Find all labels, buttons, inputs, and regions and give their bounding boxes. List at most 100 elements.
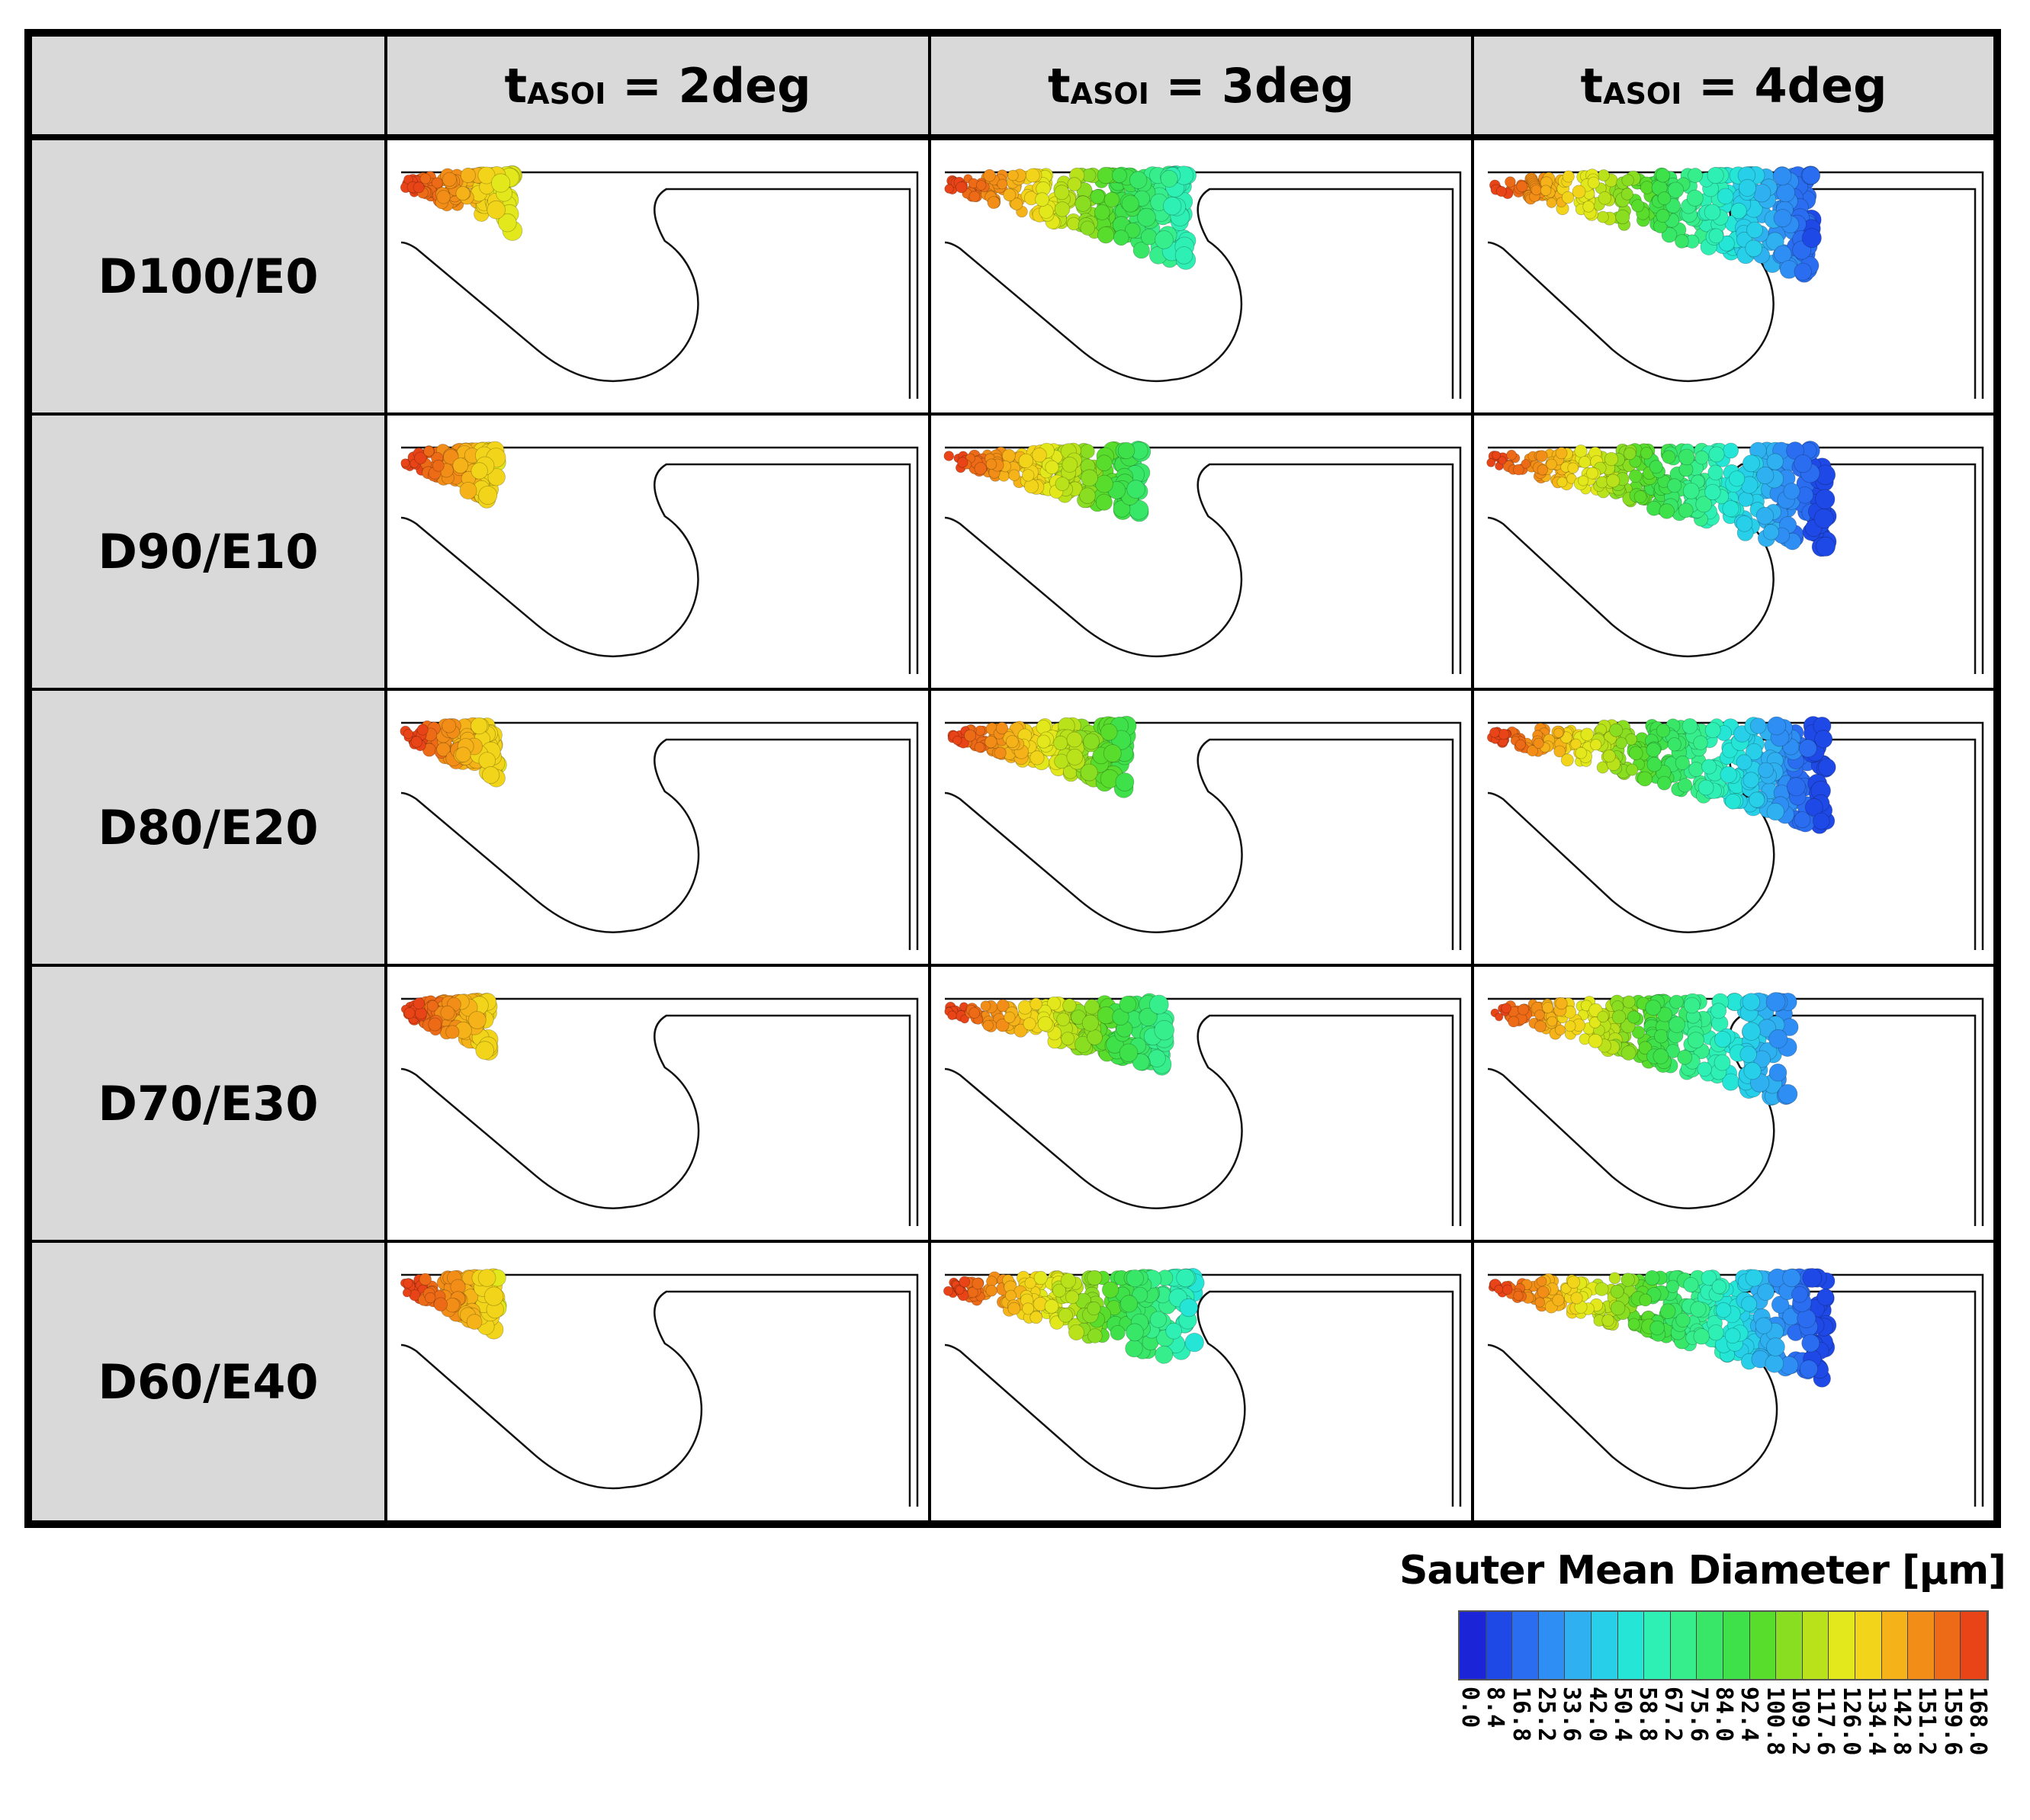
droplet bbox=[1707, 166, 1724, 185]
droplet bbox=[1184, 1333, 1204, 1353]
droplet bbox=[1113, 499, 1131, 518]
droplet bbox=[943, 451, 955, 461]
droplet bbox=[403, 1278, 413, 1289]
legend-tick-labels: 0.0 8.4 16.8 25.2 33.6 42.0 50.4 58.8 67.2 75.6 84… bbox=[1457, 1687, 1991, 1801]
droplet bbox=[1102, 1281, 1119, 1298]
droplet bbox=[1627, 1010, 1640, 1024]
droplet bbox=[1767, 716, 1787, 736]
droplet bbox=[1117, 441, 1135, 460]
droplet bbox=[1776, 183, 1796, 203]
droplet bbox=[1698, 779, 1714, 796]
row-label: D80/E20 bbox=[98, 799, 319, 855]
spray-panel-r1-c2 bbox=[931, 140, 1471, 412]
col-header-prefix: t bbox=[504, 57, 528, 114]
legend-swatch bbox=[1538, 1612, 1566, 1679]
legend-tick: 42.0 bbox=[1583, 1687, 1611, 1742]
droplet bbox=[419, 1273, 432, 1286]
droplet bbox=[433, 1297, 448, 1311]
droplet bbox=[964, 729, 977, 742]
spray-plot bbox=[943, 441, 1462, 674]
droplet bbox=[1742, 454, 1760, 473]
droplet bbox=[1778, 1083, 1798, 1104]
droplet bbox=[1537, 1286, 1550, 1298]
droplet bbox=[1579, 455, 1592, 469]
droplet bbox=[1066, 731, 1083, 748]
droplet bbox=[1814, 730, 1833, 749]
droplet bbox=[1681, 718, 1698, 734]
spray-plot bbox=[1487, 716, 1984, 950]
droplet bbox=[1653, 1029, 1669, 1044]
droplet bbox=[1174, 246, 1193, 265]
droplet bbox=[1669, 994, 1684, 1010]
spray-plot bbox=[1486, 441, 1984, 674]
droplet bbox=[1140, 229, 1158, 246]
droplet bbox=[985, 1285, 997, 1297]
droplet bbox=[1736, 754, 1752, 771]
droplet bbox=[1495, 185, 1507, 197]
droplet bbox=[1628, 469, 1643, 483]
droplet bbox=[1714, 1031, 1732, 1048]
droplet bbox=[1694, 450, 1710, 465]
droplet bbox=[1766, 802, 1785, 821]
chamber-outline bbox=[400, 446, 919, 674]
droplet bbox=[1495, 1013, 1504, 1022]
droplet bbox=[1096, 454, 1113, 472]
droplet bbox=[498, 213, 517, 233]
droplet bbox=[1708, 446, 1725, 463]
droplet bbox=[1160, 169, 1178, 188]
droplet bbox=[1739, 1045, 1758, 1064]
droplet bbox=[960, 1014, 969, 1024]
droplet bbox=[403, 728, 414, 740]
droplet bbox=[1794, 262, 1812, 281]
droplet bbox=[1742, 993, 1761, 1011]
droplet bbox=[1492, 451, 1502, 461]
droplet bbox=[996, 999, 1010, 1013]
droplet bbox=[1738, 491, 1754, 507]
droplet bbox=[1155, 1345, 1174, 1364]
droplet bbox=[1575, 746, 1588, 759]
droplet bbox=[1546, 197, 1557, 208]
droplet bbox=[1649, 1320, 1665, 1336]
legend-swatch bbox=[1881, 1612, 1909, 1679]
droplet bbox=[1590, 739, 1602, 751]
droplet bbox=[1765, 232, 1784, 251]
droplet bbox=[1815, 536, 1836, 557]
droplet bbox=[1536, 1276, 1547, 1287]
droplet bbox=[1690, 1301, 1707, 1318]
droplet bbox=[1675, 755, 1690, 771]
spray-plot bbox=[944, 165, 1462, 399]
droplet bbox=[1139, 1007, 1158, 1027]
droplet bbox=[466, 1314, 483, 1330]
droplet bbox=[1682, 483, 1700, 499]
droplet bbox=[1595, 1282, 1609, 1296]
droplet bbox=[1570, 1292, 1583, 1305]
droplet bbox=[1653, 1048, 1669, 1064]
droplet bbox=[1179, 1298, 1199, 1318]
droplet bbox=[1046, 996, 1062, 1011]
droplet bbox=[1794, 811, 1811, 829]
droplet bbox=[1531, 185, 1542, 196]
droplet bbox=[1567, 462, 1579, 474]
droplet bbox=[1755, 1317, 1772, 1334]
droplet bbox=[1606, 473, 1620, 488]
droplet bbox=[431, 177, 443, 189]
droplet bbox=[1656, 775, 1672, 791]
droplet bbox=[1505, 176, 1516, 188]
spray-panel-r1-c3 bbox=[1474, 140, 1993, 412]
droplet bbox=[1765, 992, 1786, 1012]
droplet bbox=[1659, 503, 1675, 519]
droplet bbox=[1588, 1016, 1601, 1029]
droplet bbox=[1062, 998, 1077, 1013]
droplet bbox=[1746, 221, 1763, 239]
droplet bbox=[419, 173, 432, 185]
droplet bbox=[1112, 1008, 1129, 1026]
spray-panel-r1-c1 bbox=[387, 140, 928, 412]
spray-panel-r2-c1 bbox=[387, 416, 928, 688]
droplet bbox=[1045, 460, 1059, 475]
droplet bbox=[985, 458, 997, 470]
droplet bbox=[1661, 226, 1678, 243]
legend-swatch bbox=[1855, 1612, 1882, 1679]
droplet bbox=[1766, 453, 1784, 470]
droplet bbox=[1624, 447, 1637, 461]
droplet bbox=[1609, 723, 1624, 737]
